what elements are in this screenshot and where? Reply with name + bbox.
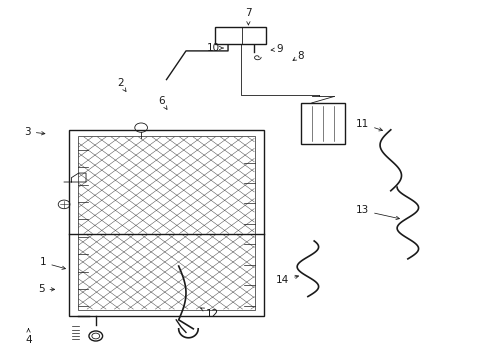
Text: 6: 6 <box>158 96 167 109</box>
Bar <box>215 27 266 44</box>
Text: 7: 7 <box>244 8 251 25</box>
Text: 1: 1 <box>40 257 65 269</box>
Bar <box>300 103 345 144</box>
Text: 2: 2 <box>117 78 126 91</box>
Text: 14: 14 <box>275 275 298 285</box>
Text: 4: 4 <box>25 329 32 345</box>
Text: 9: 9 <box>270 44 283 54</box>
Text: 5: 5 <box>38 284 55 294</box>
Text: 3: 3 <box>24 127 45 136</box>
Bar <box>69 130 264 316</box>
Bar <box>78 136 255 310</box>
Text: 8: 8 <box>292 50 303 60</box>
Text: 12: 12 <box>200 308 219 319</box>
Text: 13: 13 <box>355 206 399 220</box>
Text: 10: 10 <box>207 43 223 53</box>
Text: 11: 11 <box>355 119 382 131</box>
